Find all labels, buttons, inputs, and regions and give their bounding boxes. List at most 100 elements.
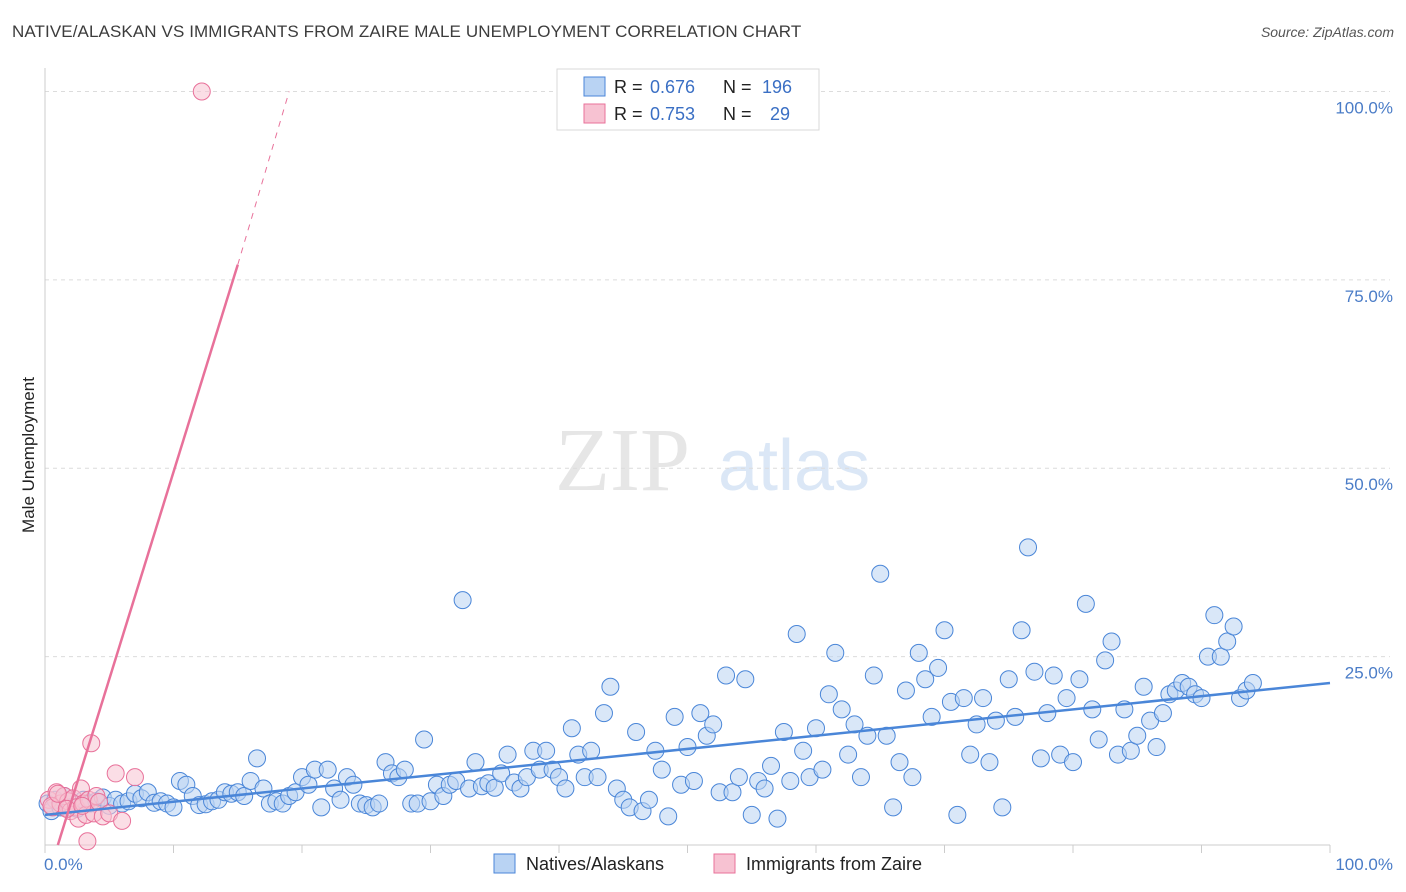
point-natives [980,753,999,772]
point-natives [1192,689,1211,708]
y-tick-label-75: 75.0% [1345,287,1393,306]
y-axis-label: Male Unemployment [19,377,38,533]
point-natives [819,685,838,704]
point-natives [871,564,890,583]
y-tick-label-25: 25.0% [1345,664,1393,683]
legend-n-label-1: N = [723,77,752,97]
point-natives [922,707,941,726]
point-natives [1121,741,1140,760]
watermark-atlas: atlas [718,426,870,506]
point-natives [762,756,781,775]
point-natives [1224,617,1243,636]
point-natives [903,768,922,787]
point-natives [1083,700,1102,719]
legend-r-label-1: R = [614,77,643,97]
point-natives [639,790,658,809]
watermark-zip: ZIP [555,411,690,510]
trend-lines [44,91,1331,846]
point-natives [787,625,806,644]
point-natives [299,775,318,794]
bottom-swatch-zaire [713,853,736,874]
point-natives [254,779,273,798]
point-natives [556,779,575,798]
point-natives [704,715,723,734]
y-tick-label-100: 100.0% [1335,98,1393,117]
point-natives [916,670,935,689]
point-natives [948,805,967,824]
point-natives [884,798,903,817]
point-natives [665,707,684,726]
series-legend: Natives/Alaskans Immigrants from Zaire [493,853,922,874]
point-natives [601,677,620,696]
point-natives [1153,704,1172,723]
point-natives [1070,670,1089,689]
point-natives [839,745,858,764]
point-natives [890,753,909,772]
source-label: Source: ZipAtlas.com [1260,24,1394,40]
point-natives [370,794,389,813]
point-zaire [78,832,97,851]
legend-n-label-2: N = [723,104,752,124]
legend-n-value-2: 29 [770,104,790,124]
point-natives [1064,753,1082,772]
point-natives [1102,632,1121,651]
point-natives [993,798,1012,817]
legend-zaire-label: Immigrants from Zaire [746,854,922,874]
point-natives [929,658,948,677]
point-natives [832,700,851,719]
point-natives [312,798,331,817]
point-natives [1019,538,1038,557]
point-natives [1096,651,1115,670]
point-natives [961,745,980,764]
point-natives [723,783,742,802]
legend-r-value-1: 0.676 [650,77,695,97]
point-natives [1205,606,1224,625]
x-tick-label-0: 0.0% [44,855,83,874]
legend-n-value-1: 196 [762,77,792,97]
point-natives [864,666,883,685]
point-natives [562,719,581,738]
point-natives [537,741,556,760]
axes [44,68,1331,853]
trend-line-natives [44,681,1331,817]
point-natives [755,779,774,798]
point-natives [768,809,787,828]
point-natives [594,704,613,723]
point-natives [935,621,954,640]
legend-natives-label: Natives/Alaskans [526,854,664,874]
point-natives [1218,632,1237,651]
point-natives [736,670,755,689]
point-natives [1044,666,1063,685]
point-natives [684,771,703,790]
point-natives [1012,621,1031,640]
legend-swatch-blue [583,76,606,97]
point-natives [627,722,646,741]
trend-line-zaire [56,264,239,846]
legend-r-label-2: R = [614,104,643,124]
correlation-legend: R = 0.676 N = 196 R = 0.753 N = 29 [556,68,820,131]
point-natives [717,666,736,685]
point-natives [1147,738,1166,757]
point-natives [826,643,845,662]
point-natives [415,730,434,749]
point-zaire [113,811,132,830]
point-zaire [106,764,125,783]
trend-line-zaire-extension [237,91,290,265]
point-natives [659,807,678,826]
point-natives [896,681,915,700]
point-natives [774,722,793,741]
point-natives [999,670,1018,689]
point-natives [813,760,832,779]
point-natives [909,643,928,662]
point-zaire [48,784,67,803]
point-natives [986,711,1005,730]
point-zaire [125,768,144,787]
point-natives [1025,662,1044,681]
point-natives [1211,647,1230,666]
point-natives [691,704,710,723]
point-zaire [192,82,211,101]
bottom-swatch-natives [493,853,516,874]
tick-labels: 0.0% 100.0% 25.0% 50.0% 75.0% 100.0% [44,98,1393,874]
point-natives [851,768,870,787]
